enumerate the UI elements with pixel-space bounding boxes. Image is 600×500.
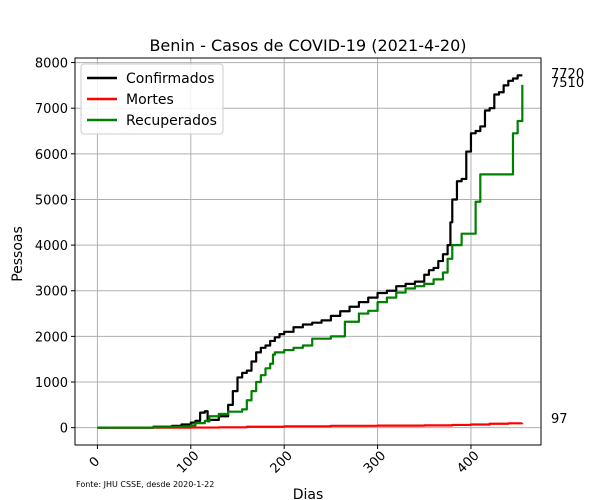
- y-axis-label: Pessoas: [10, 226, 26, 282]
- legend: Confirmados Mortes Recuperados: [80, 63, 224, 135]
- x-tick-label: 100: [174, 448, 202, 476]
- y-tick-label: 1000: [35, 376, 68, 391]
- legend-box: [80, 63, 224, 135]
- series-line-recuperados: [97, 84, 524, 429]
- y-tick-label: 2000: [35, 330, 68, 345]
- chart-title: Benin - Casos de COVID-19 (2021-4-20): [149, 36, 466, 55]
- x-tick-label: 400: [454, 448, 482, 476]
- legend-label-mortes: Mortes: [126, 92, 174, 108]
- y-tick-label: 8000: [35, 57, 68, 72]
- x-tick-label: 200: [268, 448, 296, 476]
- x-tick-label: 300: [361, 448, 389, 476]
- source-note: Fonte: JHU CSSE, desde 2020-1-22: [76, 480, 214, 489]
- y-tick-label: 3000: [35, 285, 68, 300]
- y-tick-label: 4000: [35, 239, 68, 254]
- y-tick-label: 0: [60, 422, 68, 437]
- y-tick-label: 5000: [35, 193, 68, 208]
- plot-frame: [74, 57, 542, 446]
- y-tick-label: 6000: [35, 148, 68, 163]
- legend-label-confirmados: Confirmados: [126, 71, 215, 87]
- x-axis-label: Dias: [293, 487, 324, 500]
- end-label-mortes: 97: [551, 412, 568, 427]
- series-line-confirmados: [97, 74, 523, 429]
- end-label-recuperados: 7510: [551, 76, 584, 91]
- x-tick-label: 0: [87, 454, 103, 470]
- y-tick-label: 7000: [35, 102, 68, 117]
- series-layer: [97, 74, 524, 429]
- legend-label-recuperados: Recuperados: [126, 113, 217, 129]
- series-line-mortes: [97, 422, 524, 429]
- end-label-confirmados: 7720: [551, 67, 584, 82]
